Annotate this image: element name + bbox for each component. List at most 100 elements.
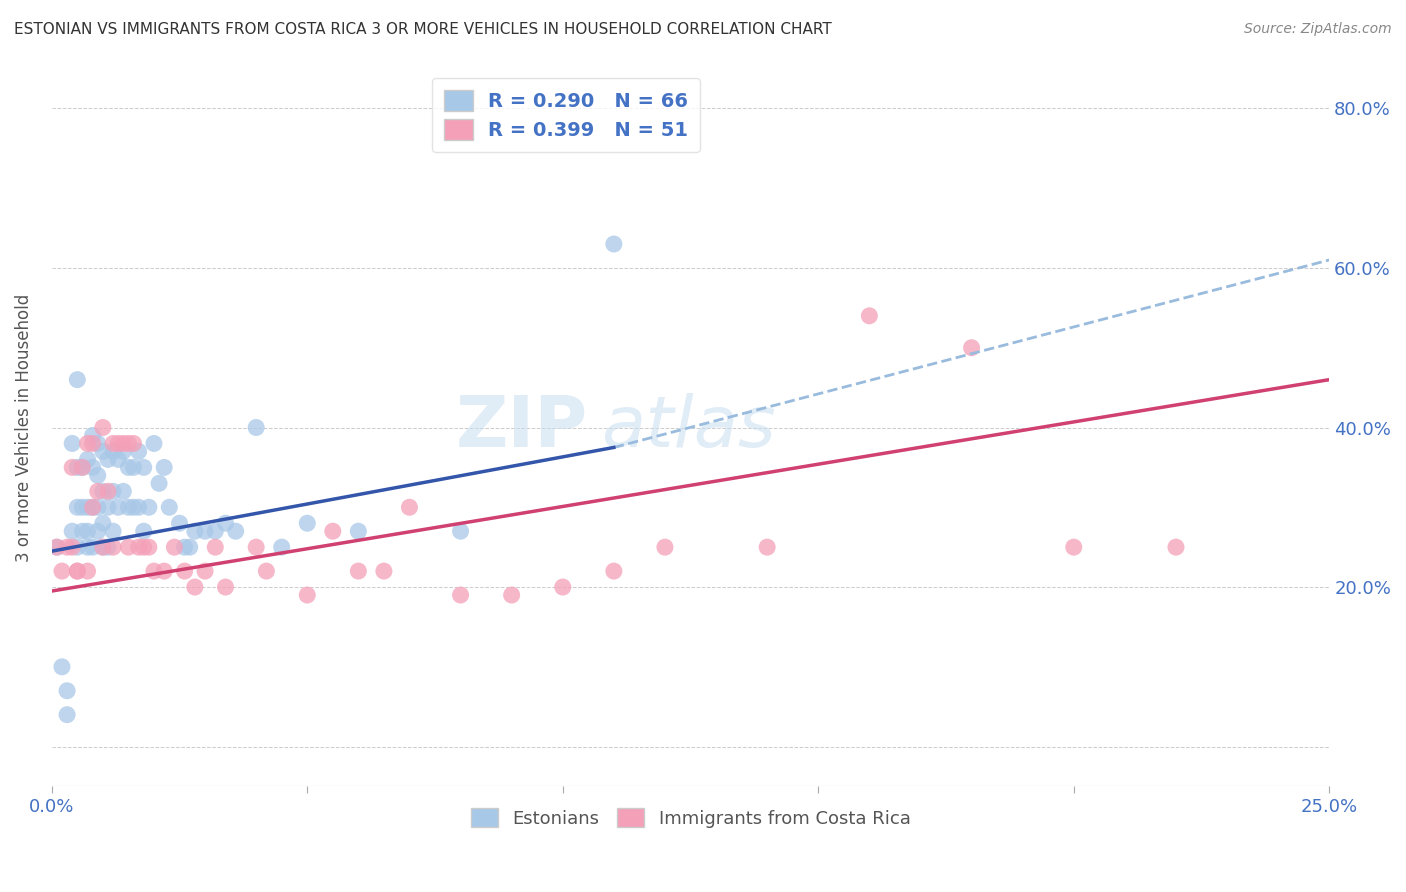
Point: [82, 460, 104, 475]
Point: [297, 588, 319, 602]
Point: [1164, 540, 1187, 554]
Point: [101, 524, 124, 539]
Point: [51, 660, 73, 674]
Point: [56, 707, 79, 722]
Point: [101, 436, 124, 450]
Point: [128, 540, 150, 554]
Point: [132, 460, 155, 475]
Point: [204, 540, 226, 554]
Point: [450, 524, 472, 539]
Point: [756, 540, 779, 554]
Point: [117, 500, 139, 515]
Point: [72, 500, 94, 515]
Point: [66, 564, 89, 578]
Point: [82, 540, 104, 554]
Point: [128, 500, 150, 515]
Point: [654, 540, 676, 554]
Point: [87, 484, 110, 499]
Point: [132, 540, 155, 554]
Point: [60, 436, 83, 450]
Legend: Estonians, Immigrants from Costa Rica: Estonians, Immigrants from Costa Rica: [464, 801, 918, 835]
Point: [107, 452, 129, 467]
Point: [153, 564, 176, 578]
Point: [960, 341, 983, 355]
Point: [245, 540, 267, 554]
Point: [87, 468, 110, 483]
Point: [91, 540, 114, 554]
Point: [72, 460, 94, 475]
Point: [82, 436, 104, 450]
Point: [101, 444, 124, 458]
Point: [179, 540, 201, 554]
Point: [76, 564, 98, 578]
Point: [112, 436, 135, 450]
Point: [169, 516, 191, 531]
Point: [117, 540, 139, 554]
Point: [245, 420, 267, 434]
Point: [204, 524, 226, 539]
Point: [66, 564, 89, 578]
Point: [373, 564, 395, 578]
Point: [51, 564, 73, 578]
Point: [254, 564, 277, 578]
Point: [138, 500, 160, 515]
Point: [450, 588, 472, 602]
Point: [122, 500, 145, 515]
Point: [142, 436, 165, 450]
Point: [76, 540, 98, 554]
Point: [87, 524, 110, 539]
Point: [551, 580, 574, 594]
Point: [76, 524, 98, 539]
Text: Source: ZipAtlas.com: Source: ZipAtlas.com: [1244, 22, 1392, 37]
Point: [132, 524, 155, 539]
Point: [501, 588, 523, 602]
Point: [153, 460, 176, 475]
Point: [60, 540, 83, 554]
Y-axis label: 3 or more Vehicles in Household: 3 or more Vehicles in Household: [15, 293, 32, 562]
Point: [76, 452, 98, 467]
Point: [194, 524, 217, 539]
Point: [82, 428, 104, 442]
Point: [603, 564, 626, 578]
Point: [107, 500, 129, 515]
Point: [117, 460, 139, 475]
Text: ESTONIAN VS IMMIGRANTS FROM COSTA RICA 3 OR MORE VEHICLES IN HOUSEHOLD CORRELATI: ESTONIAN VS IMMIGRANTS FROM COSTA RICA 3…: [14, 22, 832, 37]
Point: [322, 524, 344, 539]
Point: [194, 564, 217, 578]
Point: [858, 309, 880, 323]
Point: [91, 444, 114, 458]
Point: [1063, 540, 1085, 554]
Point: [163, 540, 186, 554]
Point: [157, 500, 180, 515]
Point: [214, 580, 236, 594]
Point: [45, 540, 67, 554]
Point: [91, 420, 114, 434]
Point: [138, 540, 160, 554]
Point: [270, 540, 292, 554]
Point: [82, 500, 104, 515]
Point: [184, 524, 207, 539]
Point: [72, 460, 94, 475]
Point: [142, 564, 165, 578]
Point: [56, 540, 79, 554]
Text: atlas: atlas: [602, 393, 776, 462]
Point: [56, 683, 79, 698]
Point: [76, 500, 98, 515]
Point: [101, 484, 124, 499]
Point: [225, 524, 247, 539]
Point: [101, 540, 124, 554]
Point: [45, 540, 67, 554]
Point: [398, 500, 420, 515]
Point: [91, 540, 114, 554]
Point: [148, 476, 170, 491]
Point: [97, 484, 120, 499]
Point: [107, 436, 129, 450]
Point: [347, 564, 370, 578]
Point: [173, 540, 195, 554]
Point: [122, 436, 145, 450]
Point: [122, 460, 145, 475]
Point: [128, 444, 150, 458]
Point: [82, 500, 104, 515]
Point: [97, 540, 120, 554]
Point: [66, 373, 89, 387]
